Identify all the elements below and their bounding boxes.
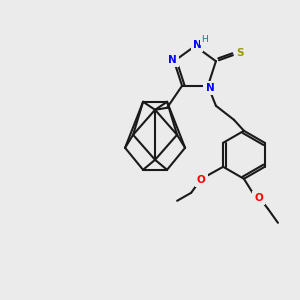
Text: N: N [206, 83, 214, 93]
Text: N: N [193, 40, 201, 50]
Text: S: S [236, 48, 244, 58]
Text: O: O [197, 175, 206, 185]
Text: H: H [202, 34, 208, 43]
Text: N: N [168, 55, 176, 65]
Text: O: O [255, 193, 263, 203]
